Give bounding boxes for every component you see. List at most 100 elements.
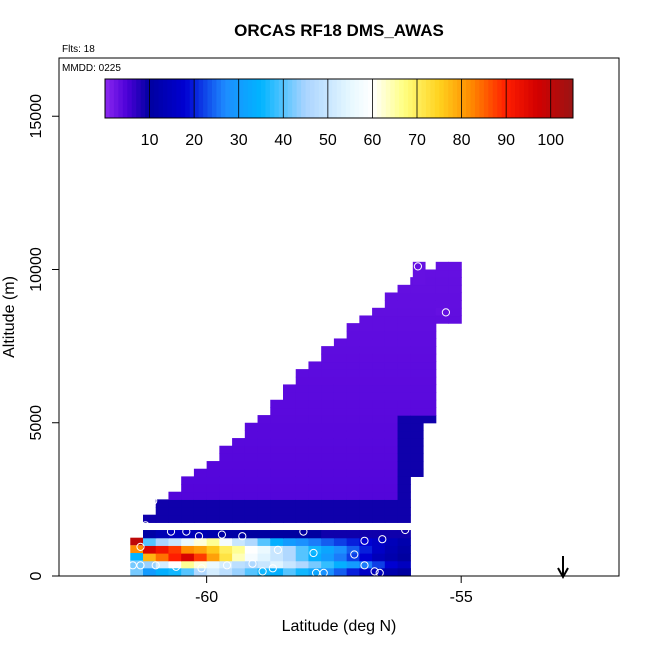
colorbar-tick-label: 60 — [364, 132, 382, 149]
heatmap-cell — [308, 537, 322, 546]
heatmap-cell — [143, 553, 157, 562]
heatmap-cell — [372, 315, 386, 324]
heatmap-cell — [155, 568, 170, 576]
heatmap-cell — [384, 407, 399, 416]
heatmap-cell — [397, 346, 411, 355]
heatmap-cell — [423, 330, 437, 340]
colorbar-swatch — [301, 79, 307, 118]
colorbar-swatch — [252, 79, 258, 118]
heatmap-cell — [346, 468, 360, 477]
heatmap-cell — [283, 415, 297, 424]
heatmap-cell — [321, 346, 335, 355]
heatmap-cell — [321, 507, 335, 516]
heatmap-cell — [219, 491, 233, 500]
heatmap-cell — [270, 484, 284, 493]
colorbar-swatch — [564, 79, 570, 118]
colorbar-swatch — [305, 79, 311, 118]
heatmap-cell — [308, 399, 322, 409]
heatmap-cell — [295, 438, 310, 447]
colorbar-swatch — [269, 79, 275, 118]
heatmap-cell — [155, 553, 170, 562]
heatmap-cell — [384, 369, 399, 378]
heatmap-cell — [384, 499, 399, 508]
heatmap-cell — [321, 407, 335, 416]
heatmap-cell — [219, 453, 233, 462]
sample-marker — [136, 542, 145, 552]
heatmap-cell — [232, 553, 246, 562]
heatmap-cell — [283, 537, 297, 546]
heatmap-cell — [448, 315, 462, 324]
colorbar-swatch — [350, 79, 356, 118]
heatmap-cell — [397, 300, 411, 309]
heatmap-cell — [283, 392, 297, 401]
heatmap-cell — [308, 491, 322, 500]
heatmap-cell — [181, 491, 195, 500]
heatmap-cell — [257, 560, 271, 569]
heatmap-cell — [295, 499, 310, 508]
sample-marker — [413, 262, 422, 271]
heatmap-cell — [232, 484, 246, 493]
heatmap-cell — [321, 361, 335, 370]
heatmap-cell — [448, 307, 462, 317]
heatmap-cell — [308, 422, 322, 432]
heatmap-cell — [257, 545, 271, 554]
heatmap-cell — [384, 445, 399, 454]
heatmap-cell — [410, 461, 424, 470]
heatmap-cell — [346, 323, 360, 332]
sample-marker — [136, 561, 145, 570]
colorbar-swatch — [541, 79, 547, 118]
heatmap-cell — [321, 491, 335, 500]
heatmap-cell — [308, 484, 322, 493]
colorbar-swatch — [105, 79, 110, 118]
heatmap-cell — [384, 315, 399, 324]
sample-marker — [268, 564, 277, 573]
heatmap-cell — [384, 307, 399, 317]
heatmap-cell — [283, 445, 297, 454]
colorbar-swatch — [341, 79, 347, 118]
heatmap-cell — [193, 468, 208, 477]
heatmap-cell — [333, 560, 348, 569]
colorbar-swatch — [367, 79, 373, 118]
heatmap-cell — [155, 507, 170, 516]
heatmap-cell — [384, 507, 399, 516]
heatmap-cell — [295, 568, 310, 576]
axes: -60 -55 0 5000 10000 15000 — [28, 94, 473, 606]
colorbar-swatch — [131, 79, 137, 118]
heatmap-cell — [333, 438, 348, 447]
heatmap-cell — [397, 315, 411, 324]
heatmap-cell — [168, 514, 182, 523]
heatmap-cell — [321, 415, 335, 424]
heatmap-cell — [130, 537, 143, 546]
colorbar-swatch — [390, 79, 396, 118]
colorbar-tick-label: 80 — [453, 132, 471, 149]
heatmap-cell — [410, 415, 424, 424]
heatmap-cell — [384, 568, 399, 576]
heatmap-cell — [308, 438, 322, 447]
heatmap-cell — [384, 491, 399, 500]
heatmap-cell — [321, 453, 335, 462]
heatmap-cell — [295, 407, 310, 416]
sample-marker — [441, 308, 450, 317]
colorbar-swatch — [198, 79, 204, 118]
heatmap-cell — [193, 476, 208, 485]
heatmap-cell — [423, 376, 437, 386]
sample-marker — [258, 567, 267, 576]
heatmap-cell — [283, 514, 297, 523]
heatmap-cell — [193, 484, 208, 493]
heatmap-cell — [244, 553, 259, 562]
heatmap-cell — [244, 499, 259, 508]
heatmap-cell — [308, 415, 322, 424]
colorbar-swatch — [203, 79, 209, 118]
colorbar-swatch — [519, 79, 525, 118]
heatmap-cell — [359, 369, 373, 378]
y-axis-label: Altitude (m) — [1, 276, 18, 358]
colorbar-swatch — [113, 79, 119, 118]
heatmap-cell — [372, 338, 386, 347]
heatmap-cell — [283, 499, 297, 508]
heatmap-cell — [359, 507, 373, 516]
heatmap-cell — [372, 369, 386, 378]
colorbar-swatch — [145, 79, 151, 118]
heatmap-cell — [372, 376, 386, 386]
heatmap-cell — [423, 338, 437, 347]
heatmap-cell — [270, 430, 284, 439]
